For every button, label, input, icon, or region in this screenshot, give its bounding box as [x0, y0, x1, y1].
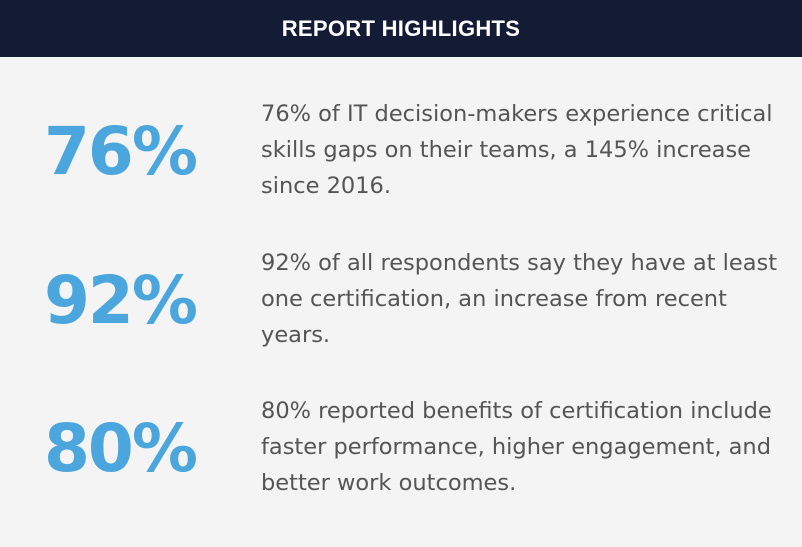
- highlight-text: 76% of IT decision-makers experience cri…: [261, 101, 773, 199]
- highlight-stat: 80%: [44, 409, 198, 487]
- highlight-item: 76% 76% of IT decision-makers experience…: [0, 96, 802, 206]
- highlight-stat: 92%: [44, 261, 198, 339]
- highlight-item: 80% 80% reported benefits of certificati…: [0, 393, 802, 503]
- highlight-stat: 76%: [44, 112, 198, 190]
- highlight-text: 92% of all respondents say they have at …: [261, 250, 778, 348]
- highlight-item: 92% 92% of all respondents say they have…: [0, 245, 802, 355]
- highlight-text: 80% reported benefits of certification i…: [261, 398, 772, 496]
- header: REPORT HIGHLIGHTS: [0, 0, 802, 57]
- header-title: REPORT HIGHLIGHTS: [281, 15, 521, 41]
